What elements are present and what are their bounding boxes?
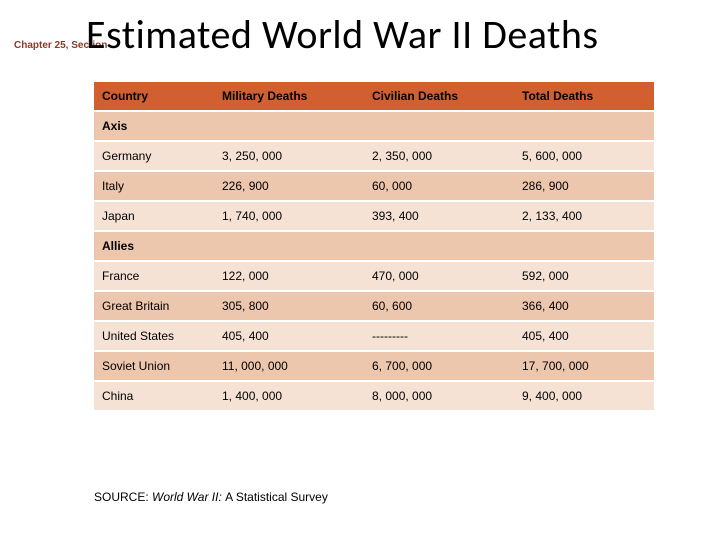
- table-cell: [214, 112, 364, 142]
- table-row: Italy226, 90060, 000286, 900: [94, 172, 654, 202]
- col-header-civilian: Civilian Deaths: [364, 82, 514, 112]
- source-title: World War II:: [152, 490, 225, 504]
- table-cell: [364, 232, 514, 262]
- table-cell: 1, 740, 000: [214, 202, 364, 232]
- table-cell: 60, 000: [364, 172, 514, 202]
- table-cell: 9, 400, 000: [514, 382, 654, 412]
- table-cell: Germany: [94, 142, 214, 172]
- table-cell: 3, 250, 000: [214, 142, 364, 172]
- table-row: Japan1, 740, 000393, 4002, 133, 400: [94, 202, 654, 232]
- table-cell: 122, 000: [214, 262, 364, 292]
- table-section-row: Axis: [94, 112, 654, 142]
- table-row: France122, 000470, 000592, 000: [94, 262, 654, 292]
- col-header-total: Total Deaths: [514, 82, 654, 112]
- table-cell: 226, 900: [214, 172, 364, 202]
- table-cell: Italy: [94, 172, 214, 202]
- table-cell: 5, 600, 000: [514, 142, 654, 172]
- table-cell: 286, 900: [514, 172, 654, 202]
- table-cell: [514, 232, 654, 262]
- table-section-row: Allies: [94, 232, 654, 262]
- table-cell: United States: [94, 322, 214, 352]
- source-citation: SOURCE: World War II: A Statistical Surv…: [94, 490, 328, 504]
- table-cell: Axis: [94, 112, 214, 142]
- table-cell: 2, 350, 000: [364, 142, 514, 172]
- deaths-table-container: Country Military Deaths Civilian Deaths …: [94, 82, 654, 412]
- table-cell: 305, 800: [214, 292, 364, 322]
- table-cell: 366, 400: [514, 292, 654, 322]
- table-cell: 17, 700, 000: [514, 352, 654, 382]
- source-suffix: A Statistical Survey: [225, 490, 328, 504]
- table-cell: 592, 000: [514, 262, 654, 292]
- table-cell: 60, 600: [364, 292, 514, 322]
- deaths-table: Country Military Deaths Civilian Deaths …: [94, 82, 654, 412]
- table-cell: 11, 000, 000: [214, 352, 364, 382]
- table-cell: 2, 133, 400: [514, 202, 654, 232]
- table-cell: 1, 400, 000: [214, 382, 364, 412]
- table-cell: Allies: [94, 232, 214, 262]
- table-cell: [514, 112, 654, 142]
- table-cell: Japan: [94, 202, 214, 232]
- table-row: Great Britain305, 80060, 600366, 400: [94, 292, 654, 322]
- table-cell: [364, 112, 514, 142]
- table-row: United States405, 400---------405, 400: [94, 322, 654, 352]
- page-title: Estimated World War II Deaths: [86, 10, 599, 59]
- table-cell: 6, 700, 000: [364, 352, 514, 382]
- table-row: Germany3, 250, 0002, 350, 0005, 600, 000: [94, 142, 654, 172]
- table-cell: ---------: [364, 322, 514, 352]
- source-prefix: SOURCE:: [94, 490, 152, 504]
- table-header-row: Country Military Deaths Civilian Deaths …: [94, 82, 654, 112]
- table-cell: 470, 000: [364, 262, 514, 292]
- table-row: China1, 400, 0008, 000, 0009, 400, 000: [94, 382, 654, 412]
- col-header-country: Country: [94, 82, 214, 112]
- table-cell: Great Britain: [94, 292, 214, 322]
- table-cell: China: [94, 382, 214, 412]
- table-cell: 8, 000, 000: [364, 382, 514, 412]
- table-row: Soviet Union11, 000, 0006, 700, 00017, 7…: [94, 352, 654, 382]
- col-header-military: Military Deaths: [214, 82, 364, 112]
- table-cell: Soviet Union: [94, 352, 214, 382]
- table-cell: 405, 400: [514, 322, 654, 352]
- table-cell: [214, 232, 364, 262]
- table-cell: 405, 400: [214, 322, 364, 352]
- table-cell: France: [94, 262, 214, 292]
- table-cell: 393, 400: [364, 202, 514, 232]
